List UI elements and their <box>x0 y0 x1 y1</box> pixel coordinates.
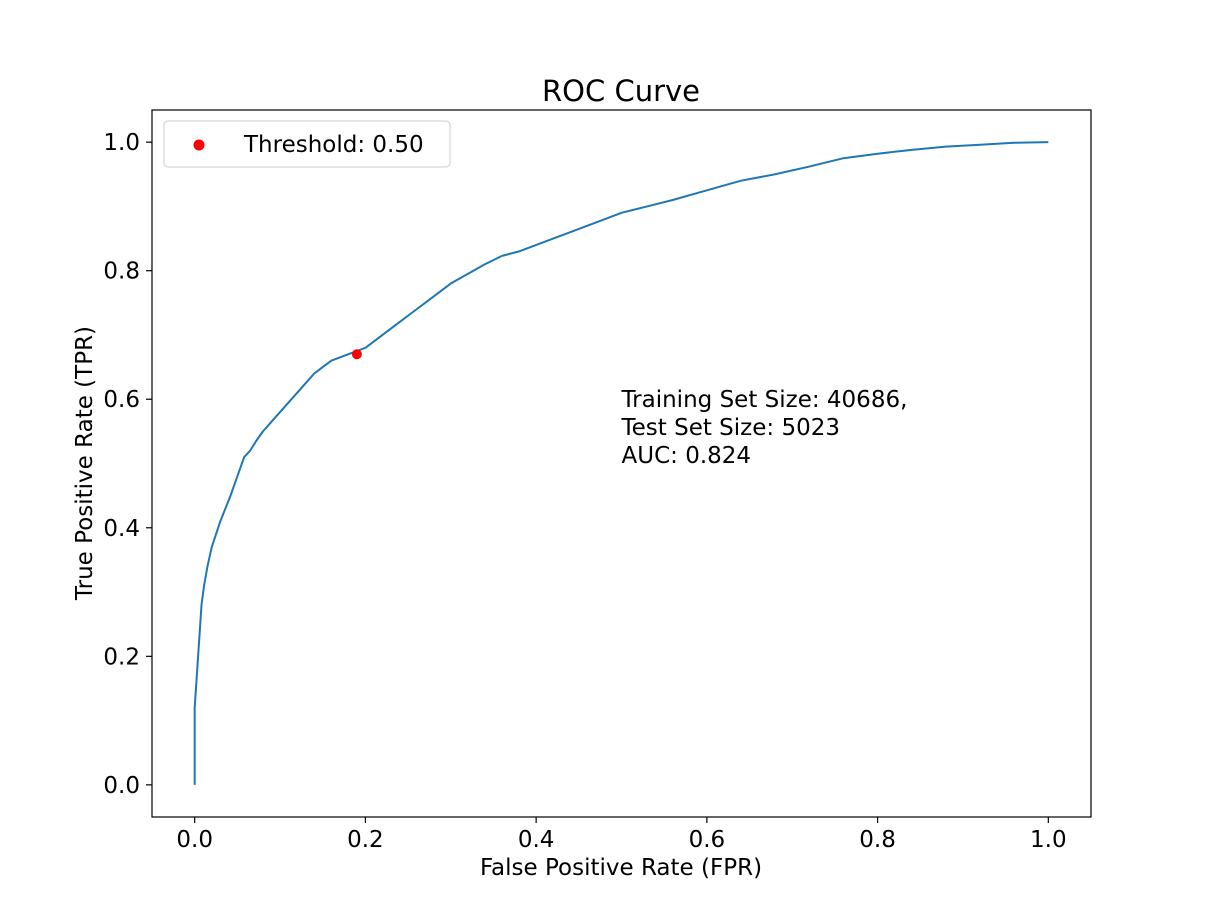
x-tick-label: 0.6 <box>689 827 726 853</box>
x-tick-label: 0.0 <box>176 827 213 853</box>
x-axis-label: False Positive Rate (FPR) <box>480 855 762 881</box>
threshold-point <box>351 349 362 360</box>
y-tick-label: 0.8 <box>103 259 140 285</box>
chart-title: ROC Curve <box>542 74 700 108</box>
y-tick-label: 0.2 <box>103 644 140 670</box>
x-tick-label: 0.8 <box>859 827 896 853</box>
y-tick-label: 0.0 <box>103 773 140 799</box>
plot-frame <box>151 109 1092 818</box>
plot-area <box>193 141 1049 785</box>
legend-frame <box>163 120 451 168</box>
legend-label-threshold: Threshold: 0.50 <box>243 132 424 158</box>
annotation-line: Test Set Size: 5023 <box>621 415 841 441</box>
y-tick-label: 0.6 <box>103 387 140 413</box>
metrics-annotation: Training Set Size: 40686,Test Set Size: … <box>621 387 908 469</box>
y-tick-label: 1.0 <box>103 130 140 156</box>
legend-marker-threshold <box>193 139 205 151</box>
annotation-line: Training Set Size: 40686, <box>621 387 908 413</box>
y-axis-ticks: 0.0 0.2 0.4 0.6 0.8 1.0 <box>103 130 152 799</box>
y-axis-label: True Positive Rate (TPR) <box>72 326 98 601</box>
x-tick-label: 0.4 <box>518 827 555 853</box>
y-tick-label: 0.4 <box>103 516 140 542</box>
x-tick-label: 0.2 <box>347 827 384 853</box>
x-axis-ticks: 0.0 0.2 0.4 0.6 0.8 1.0 <box>176 817 1067 853</box>
x-tick-label: 1.0 <box>1030 827 1067 853</box>
legend: Threshold: 0.50 <box>163 120 451 168</box>
annotation-line: AUC: 0.824 <box>622 443 752 469</box>
